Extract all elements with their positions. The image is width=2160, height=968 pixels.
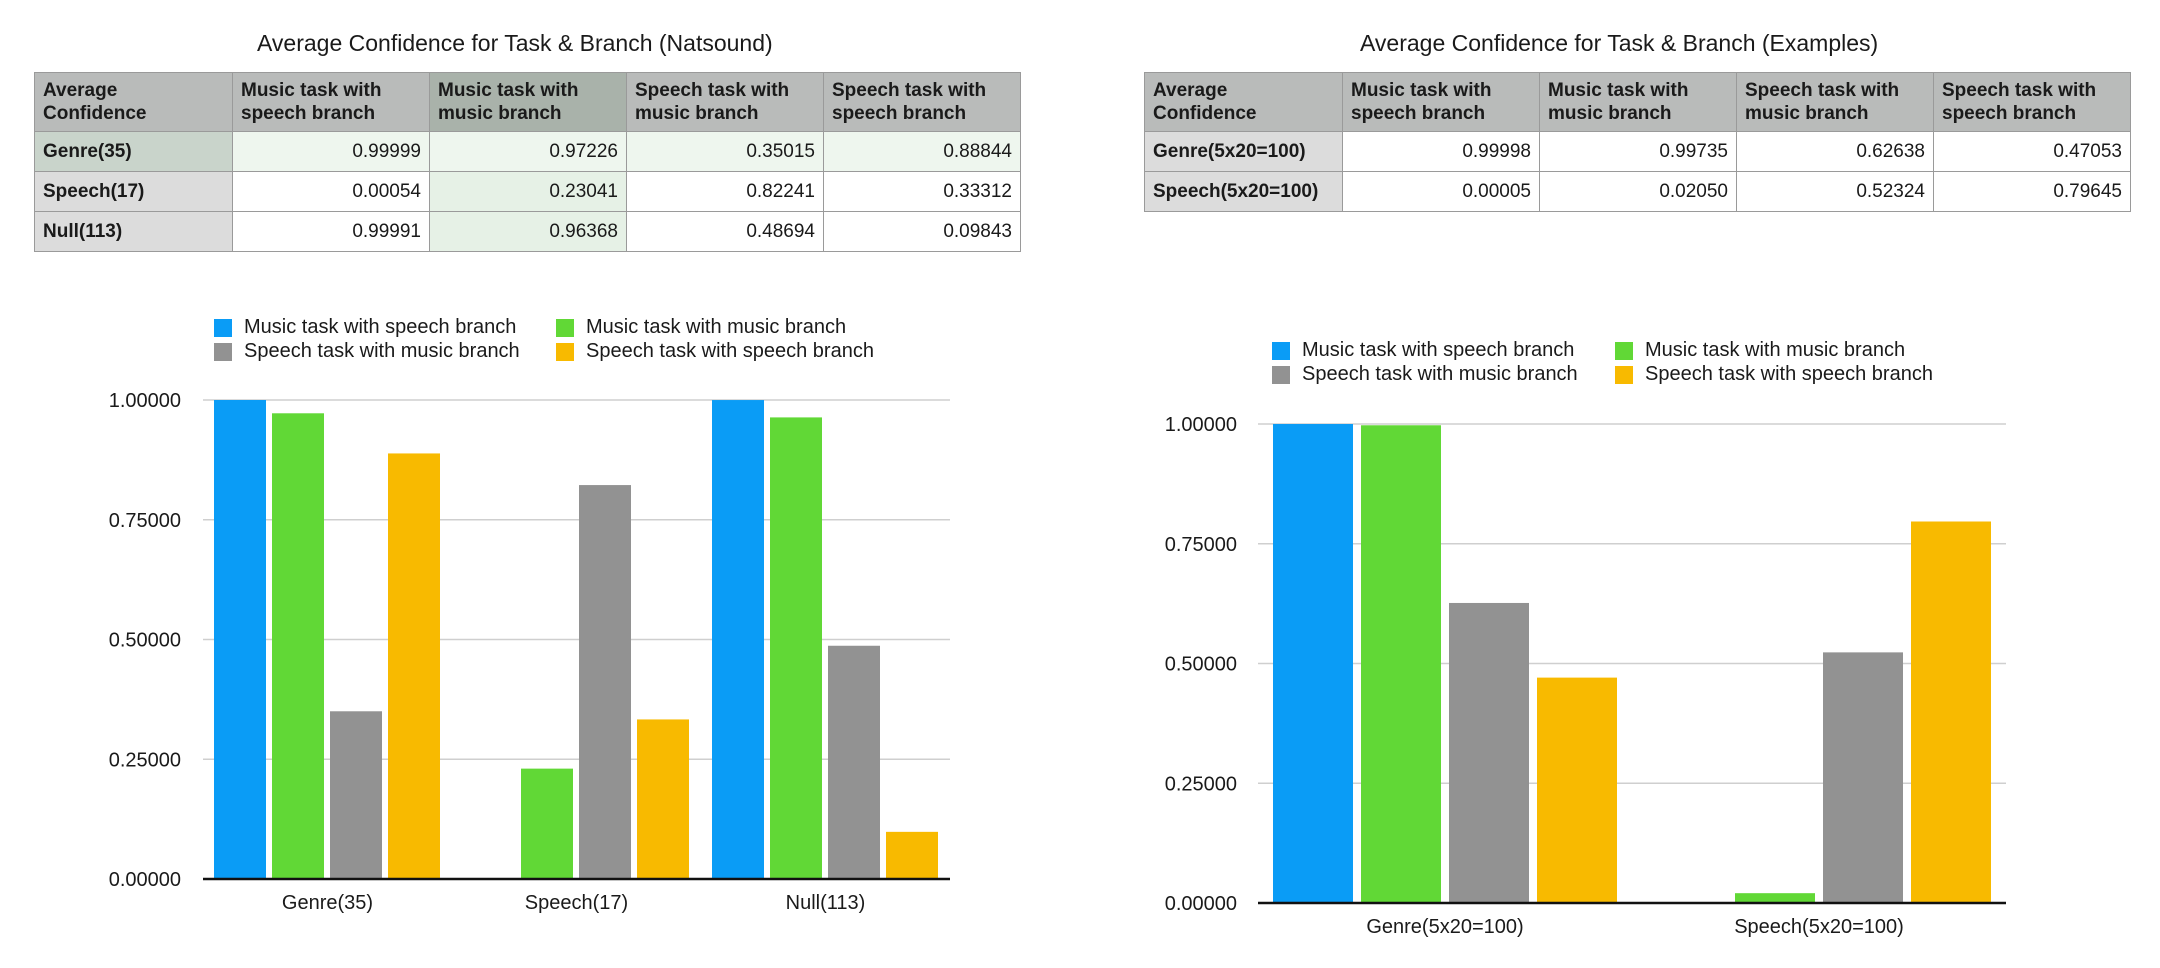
y-tick-label: 0.75000 — [1165, 534, 1237, 556]
legend-item: Music task with speech branch — [1272, 339, 1574, 362]
x-tick-label: Genre(35) — [282, 892, 373, 914]
table-cell: 0.99735 — [1539, 131, 1737, 172]
natsound-bar-chart: 0.00000 0.25000 0.50000 0.75000 1.00000 Genre… — [109, 390, 950, 914]
header-cell: Music task with speech branch — [1342, 72, 1540, 132]
table-cell: 0.52324 — [1736, 171, 1934, 212]
legend-item: Speech task with speech branch — [556, 340, 874, 363]
bar — [214, 400, 266, 879]
header-cell: Speech task with music branch — [1736, 72, 1934, 132]
bar — [770, 417, 822, 879]
header-cell: Speech task with speech branch — [1933, 72, 2131, 132]
legend-label: Music task with music branch — [586, 316, 847, 338]
examples-bar-chart: 0.00000 0.25000 0.50000 0.75000 1.00000 Genre… — [1165, 414, 2006, 938]
table-cell: 0.88844 — [823, 131, 1021, 172]
legend-label: Speech task with music branch — [244, 340, 520, 362]
table-cell: 0.00054 — [232, 171, 430, 212]
bar — [712, 400, 764, 879]
table-cell: 0.00005 — [1342, 171, 1540, 212]
bar — [1823, 652, 1903, 903]
table-cell: 0.99999 — [232, 131, 430, 172]
bar — [272, 413, 324, 879]
table-cell: 0.99991 — [232, 211, 430, 252]
legend-item: Speech task with music branch — [1272, 363, 1578, 386]
bar — [521, 768, 573, 879]
table-header-row: Average Confidence Music task with speec… — [1144, 72, 2131, 132]
row-label: Speech(17) — [34, 171, 233, 212]
table-cell: 0.33312 — [823, 171, 1021, 212]
legend-item: Music task with speech branch — [214, 316, 516, 339]
legend-swatch — [556, 342, 574, 361]
table-cell: 0.96368 — [429, 211, 627, 252]
table-header-row: Average Confidence Music task with speec… — [34, 72, 1021, 132]
table-cell: 0.02050 — [1539, 171, 1737, 212]
legend-swatch — [1615, 341, 1633, 360]
legend-label: Speech task with speech branch — [586, 340, 874, 362]
table-cell: 0.48694 — [626, 211, 824, 252]
y-tick-label: 0.25000 — [109, 749, 181, 771]
legend-item: Speech task with music branch — [214, 340, 520, 363]
legend-label: Speech task with music branch — [1302, 363, 1578, 385]
y-tick-label: 0.75000 — [109, 510, 181, 532]
x-tick-label: Genre(5x20=100) — [1366, 916, 1523, 938]
legend-swatch — [1272, 341, 1290, 360]
y-tick-label: 0.50000 — [109, 630, 181, 652]
bar — [1273, 424, 1353, 903]
legend-swatch — [214, 342, 232, 361]
table-row: Speech(5x20=100) 0.00005 0.02050 0.52324… — [1144, 171, 2131, 212]
bar — [1361, 425, 1441, 903]
bar — [579, 485, 631, 879]
header-cell: Speech task with speech branch — [823, 72, 1021, 132]
legend-swatch — [1615, 365, 1633, 384]
x-tick-label: Speech(5x20=100) — [1734, 916, 1904, 938]
header-cell: Music task with music branch — [429, 72, 627, 132]
legend-label: Music task with speech branch — [244, 316, 517, 338]
legend-item: Speech task with speech branch — [1615, 363, 1933, 386]
y-tick-label: 0.25000 — [1165, 773, 1237, 795]
y-tick-label: 1.00000 — [1165, 414, 1237, 436]
bar — [828, 645, 880, 879]
bar — [1911, 521, 1991, 903]
bar — [1735, 893, 1815, 903]
table-title: Average Confidence for Task & Branch (Ex… — [1360, 30, 1879, 56]
table-row: Null(113) 0.99991 0.96368 0.48694 0.0984… — [34, 211, 1021, 252]
y-tick-label: 0.00000 — [109, 869, 181, 891]
x-tick-label: Null(113) — [786, 892, 866, 914]
row-label: Null(113) — [34, 211, 233, 252]
bar — [388, 453, 440, 879]
bar — [886, 831, 938, 879]
row-label: Genre(5x20=100) — [1144, 131, 1343, 172]
legend-label: Music task with music branch — [1645, 339, 1906, 361]
table-cell: 0.35015 — [626, 131, 824, 172]
examples-table: Average Confidence Music task with speec… — [1144, 72, 2131, 212]
legend-item: Music task with music branch — [1615, 339, 1905, 362]
legend-swatch — [214, 318, 232, 337]
legend-swatch — [1272, 365, 1290, 384]
legend-label: Music task with speech branch — [1302, 339, 1575, 361]
row-label: Speech(5x20=100) — [1144, 171, 1343, 212]
y-tick-label: 0.50000 — [1165, 654, 1237, 676]
bar — [637, 719, 689, 879]
table-title: Average Confidence for Task & Branch (Na… — [257, 30, 773, 56]
table-cell: 0.09843 — [823, 211, 1021, 252]
table-cell: 0.82241 — [626, 171, 824, 212]
table-cell: 0.62638 — [1736, 131, 1934, 172]
bar — [1537, 677, 1617, 903]
table-cell: 0.79645 — [1933, 171, 2131, 212]
header-cell: Average Confidence — [1144, 72, 1343, 132]
bar — [1449, 602, 1529, 903]
table-cell: 0.97226 — [429, 131, 627, 172]
y-tick-label: 0.00000 — [1165, 893, 1237, 915]
legend-item: Music task with music branch — [556, 316, 846, 339]
bar — [330, 711, 382, 879]
legend-swatch — [556, 318, 574, 337]
header-cell: Music task with music branch — [1539, 72, 1737, 132]
natsound-table: Average Confidence Music task with speec… — [34, 72, 1021, 252]
x-tick-label: Speech(17) — [525, 892, 628, 914]
legend-label: Speech task with speech branch — [1645, 363, 1933, 385]
header-cell: Average Confidence — [34, 72, 233, 132]
y-tick-label: 1.00000 — [109, 390, 181, 412]
